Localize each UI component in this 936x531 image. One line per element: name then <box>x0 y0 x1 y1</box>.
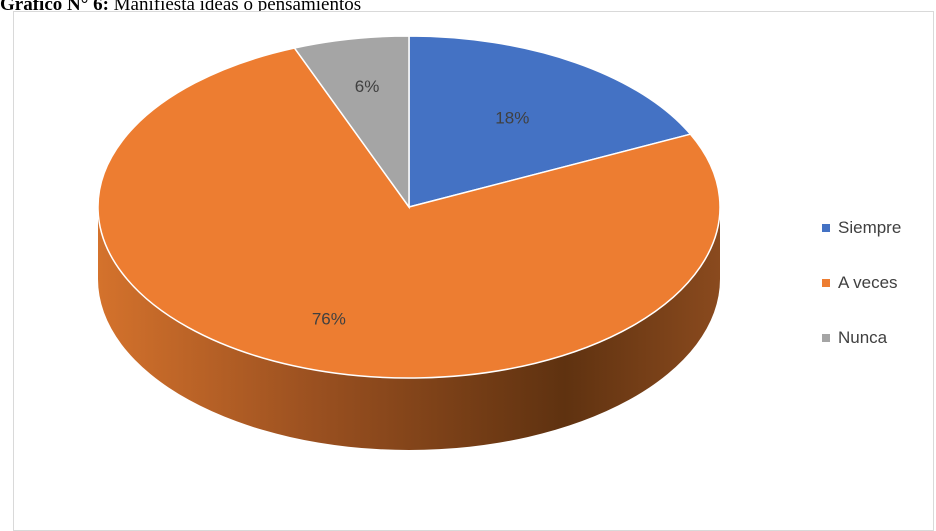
legend-item-nunca: Nunca <box>822 324 901 352</box>
pie-slice-siempre <box>408 35 692 208</box>
data-label-a-veces: 76% <box>312 309 346 328</box>
legend-label-a-veces: A veces <box>838 273 898 292</box>
pie-side-band <box>98 207 720 450</box>
legend-item-siempre: Siempre <box>822 214 901 242</box>
legend: Siempre A veces Nunca <box>822 214 901 352</box>
pie-depth <box>98 207 720 450</box>
legend-item-a-veces: A veces <box>822 269 901 297</box>
pie-slice-a-veces <box>97 47 721 379</box>
data-label-nunca: 6% <box>355 77 380 96</box>
pie-slices <box>97 35 721 379</box>
legend-swatch-nunca <box>822 334 830 342</box>
legend-swatch-siempre <box>822 224 830 232</box>
legend-label-siempre: Siempre <box>838 218 902 237</box>
legend-label-nunca: Nunca <box>838 328 888 347</box>
data-label-siempre: 18% <box>495 108 529 127</box>
pie-slice-nunca <box>293 35 410 210</box>
legend-swatch-a-veces <box>822 279 830 287</box>
pie-labels: 18% 76% 6% <box>312 77 529 328</box>
